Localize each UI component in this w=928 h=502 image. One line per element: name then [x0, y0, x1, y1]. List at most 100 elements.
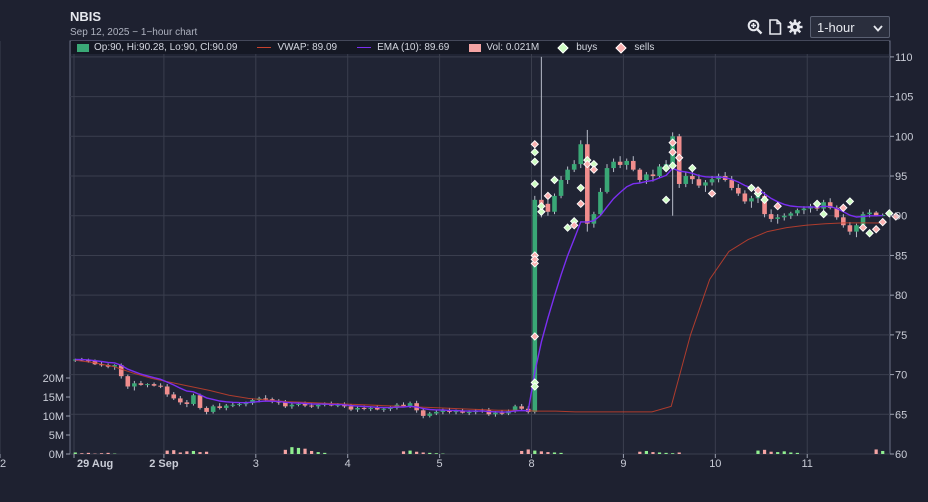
price-tick-label: 80	[895, 290, 907, 302]
time-tick-label: 9	[620, 458, 626, 470]
document-icon[interactable]	[766, 17, 784, 37]
candle-body	[539, 199, 544, 204]
price-tick-label: 85	[895, 250, 907, 262]
candle-body	[617, 161, 623, 165]
volume-bar	[762, 449, 767, 454]
candle-body	[427, 413, 433, 416]
candle-body	[558, 179, 564, 196]
candle-body	[99, 364, 104, 366]
candle-body	[283, 402, 288, 407]
candle-body	[795, 210, 800, 214]
buy-marker	[845, 197, 855, 206]
volume-bar	[546, 452, 550, 454]
candle-body	[683, 176, 689, 184]
volume-bar	[172, 450, 176, 454]
candle-body	[880, 215, 886, 217]
ema-line	[75, 167, 883, 413]
interval-select[interactable]: 1-hour	[810, 16, 890, 38]
sell-marker	[773, 201, 782, 211]
time-tick-label: 5	[437, 458, 443, 470]
volume-bar	[644, 450, 648, 454]
candle-body	[204, 407, 209, 412]
candle-body	[184, 402, 190, 404]
price-tick-label: 90	[895, 211, 907, 223]
legend-ohlc: Op:90, Hi:90.28, Lo:90, Cl:90.09	[77, 42, 237, 53]
candle-body	[624, 160, 629, 165]
sell-marker	[589, 165, 599, 174]
sell-marker	[668, 147, 677, 157]
volume-bar	[671, 453, 675, 454]
candle-body	[781, 215, 787, 218]
candle-body	[296, 403, 301, 405]
legend-ema: EMA (10): 89.69	[357, 42, 449, 53]
legend-volume: Vol: 0.021M	[469, 42, 539, 53]
buy-marker	[668, 161, 677, 170]
candle-body	[158, 385, 163, 387]
sell-marker	[871, 224, 881, 234]
candle-body	[368, 407, 373, 409]
volume-bar	[874, 449, 878, 454]
chart-title: NBIS	[70, 9, 102, 24]
zoom-in-icon[interactable]	[746, 17, 764, 37]
buy-marker	[661, 195, 671, 205]
volume-bar	[204, 451, 209, 454]
candle-body	[237, 403, 242, 405]
candle-body	[827, 202, 833, 208]
candle-body	[690, 176, 695, 180]
volume-bar	[638, 451, 642, 454]
candle-body	[499, 412, 505, 414]
candle-body	[591, 214, 597, 224]
candle-body	[145, 384, 150, 386]
volume-bar	[415, 451, 419, 454]
volume-bar	[290, 447, 294, 454]
candle-body	[447, 410, 452, 412]
candle-body	[243, 403, 249, 405]
candle-body	[112, 365, 117, 367]
candle-body	[486, 410, 492, 415]
candle-body	[768, 214, 774, 219]
candle-body	[821, 202, 826, 209]
volume-bar	[198, 452, 202, 454]
sell-marker	[530, 332, 540, 341]
buy-marker	[688, 163, 697, 173]
volume-bar	[769, 451, 773, 454]
volume-tick-label: 10M	[43, 411, 64, 423]
volume-tick-label: 15M	[43, 392, 64, 404]
candle-body	[775, 217, 780, 219]
candle-body	[223, 405, 229, 408]
volume-bar	[520, 450, 524, 454]
volume-bar	[651, 452, 655, 454]
volume-bar	[428, 452, 432, 454]
legend-ohlc-text: Op:90, Hi:90.28, Lo:90, Cl:90.09	[94, 42, 238, 53]
candle-body	[657, 166, 662, 177]
sell-marker	[569, 221, 579, 230]
candle-body	[460, 411, 465, 413]
candle-body	[151, 384, 157, 386]
volume-tick-label: 5M	[49, 430, 64, 442]
candle-body	[342, 404, 347, 407]
candle-body	[453, 411, 459, 413]
sell-marker	[839, 203, 848, 213]
candle-body	[598, 191, 603, 215]
candle-body	[125, 376, 131, 387]
volume-tick-label: 20M	[43, 373, 64, 385]
sell-marker	[530, 140, 540, 149]
buy-marker	[530, 382, 540, 391]
volume-bar	[526, 449, 530, 454]
candle-body	[867, 212, 872, 215]
chevron-down-icon	[873, 20, 883, 35]
price-tick-label: 70	[895, 370, 907, 382]
gear-icon[interactable]	[786, 17, 804, 37]
time-tick-label: 12	[0, 458, 6, 470]
candle-body	[611, 161, 616, 169]
candle-body	[571, 164, 577, 170]
volume-bar	[303, 448, 307, 454]
sell-marker	[583, 159, 592, 169]
candle-body	[736, 187, 741, 194]
candle-body	[788, 213, 794, 216]
candle-body	[86, 360, 91, 362]
chart-toolbar: 1-hour	[746, 16, 890, 38]
candle-body	[361, 407, 367, 409]
chart-subtitle: Sep 12, 2025 − 1−hour chart	[70, 27, 198, 38]
